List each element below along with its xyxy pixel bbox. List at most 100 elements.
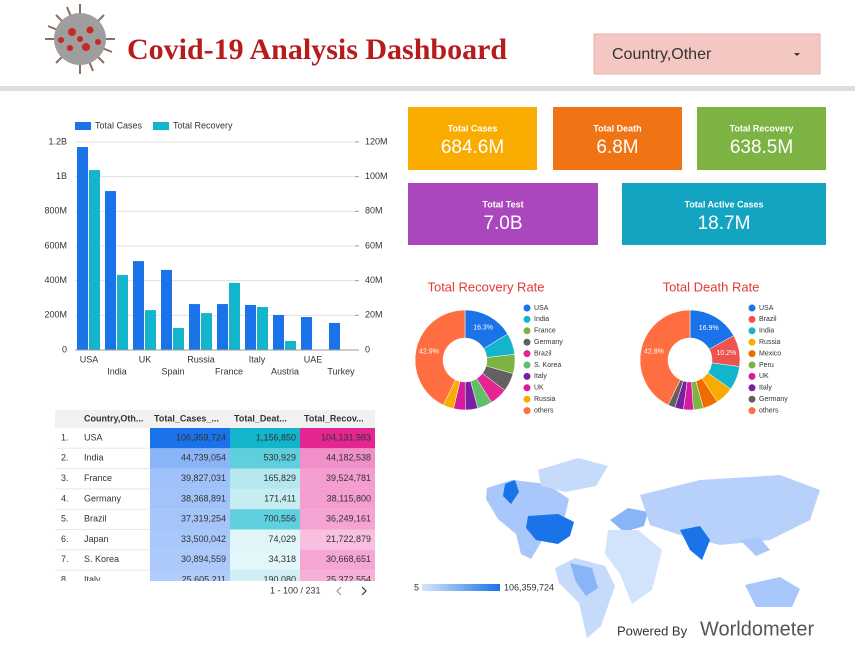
legend-swatch — [748, 304, 756, 312]
legend-swatch — [748, 338, 756, 346]
x-tick-label: India — [107, 366, 127, 376]
next-page[interactable] — [361, 586, 367, 596]
bar — [217, 304, 228, 350]
cell-text: 36,249,161 — [326, 514, 371, 524]
legend-label: Brazil — [534, 350, 552, 357]
brand: Worldometer — [700, 618, 814, 640]
scorecard-label: Total Cases — [448, 123, 498, 133]
table-cell — [230, 549, 300, 571]
legend-swatch — [523, 372, 531, 380]
cell-text: 38,115,800 — [327, 493, 371, 503]
pie-slice — [639, 309, 691, 406]
bar — [161, 269, 172, 350]
legend-swatch — [748, 315, 756, 323]
legend-label: Total Recovery — [173, 120, 233, 130]
country-filter[interactable]: Country,Other — [593, 33, 821, 75]
legend-label: others — [759, 407, 779, 414]
legend-label: USA — [759, 305, 774, 312]
legend-label: France — [534, 328, 556, 335]
scorecard-value: 6.8M — [596, 137, 638, 158]
legend-swatch — [523, 338, 531, 346]
bar — [117, 274, 128, 350]
cell-text: USA — [84, 432, 103, 442]
cell-text: 530,929 — [263, 453, 296, 463]
legend-label: Russia — [534, 396, 556, 403]
table-cell — [300, 448, 375, 469]
legend-swatch — [748, 350, 756, 358]
x-tick-label: Austria — [271, 366, 299, 376]
cell-text: 1. — [61, 432, 69, 442]
table-cell — [300, 488, 375, 510]
legend-label: India — [759, 328, 774, 335]
legend-swatch — [523, 407, 531, 415]
dropdown-arrow[interactable] — [794, 53, 800, 56]
cell-text: Japan — [84, 534, 109, 544]
legend-swatch — [748, 327, 756, 335]
cell-text: 4. — [61, 493, 69, 503]
slice-label: 42.8% — [644, 349, 664, 356]
table-cell — [150, 549, 230, 571]
cell-text: 25,372,554 — [326, 574, 371, 584]
scorecard — [408, 107, 537, 170]
cell-text: 39,827,031 — [181, 473, 226, 483]
cell-text: 21,722,879 — [326, 534, 371, 544]
table-cell — [230, 570, 300, 581]
legend-swatch — [153, 122, 169, 130]
cell-text: 33,500,042 — [181, 534, 226, 544]
scorecard-label: Total Active Cases — [684, 199, 763, 209]
x-tick-label: Italy — [249, 354, 266, 364]
prev-page[interactable] — [336, 586, 342, 596]
scorecard — [622, 183, 826, 245]
scorecard-value: 638.5M — [730, 137, 793, 158]
scorecard-value: 18.7M — [698, 213, 751, 234]
bar — [301, 317, 312, 350]
bar — [173, 327, 184, 350]
slice-label: 10.2% — [716, 350, 736, 357]
table-cell — [300, 428, 375, 449]
scorecard — [553, 107, 682, 170]
virus-icon — [45, 4, 115, 74]
filter-box[interactable] — [593, 33, 821, 75]
pagination: 1 - 100 / 231 — [270, 585, 321, 595]
legend-swatch — [523, 350, 531, 358]
legend-swatch — [523, 395, 531, 403]
y-tick-label: 1B — [56, 171, 67, 181]
powered-by: Powered By — [617, 623, 688, 638]
legend-swatch — [523, 384, 531, 392]
slice-label: 16.3% — [473, 325, 493, 332]
y-tick-label: 0 — [62, 344, 67, 354]
cell-text: 30,894,559 — [181, 554, 226, 564]
y-tick-label: 200M — [44, 310, 67, 320]
x-tick-label: France — [215, 366, 243, 376]
legend-swatch — [748, 372, 756, 380]
legend-label: S. Korea — [534, 362, 561, 369]
cell-text: 165,829 — [263, 473, 296, 483]
bar — [245, 304, 256, 350]
table-body: 1. USA 106,359,724 1,156,850 104,131,983 2. In… — [55, 428, 375, 584]
column-header: Total_Deat... — [234, 413, 287, 423]
scorecard-value: 684.6M — [441, 137, 504, 158]
legend-label: India — [534, 316, 549, 323]
x-tick-label: Russia — [187, 354, 215, 364]
cell-text: 2. — [61, 453, 69, 463]
dashboard-title: Covid-19 Analysis Dashboard — [127, 33, 507, 66]
cell-text: S. Korea — [84, 554, 119, 564]
pie-title: Total Death Rate — [663, 279, 760, 294]
x-tick-label: UK — [139, 354, 152, 364]
cell-text: 171,411 — [264, 493, 296, 503]
legend-swatch — [748, 361, 756, 369]
y2-tick-label: 0 — [365, 344, 370, 354]
slice-label: 42.9% — [419, 349, 439, 356]
bar — [105, 191, 116, 350]
legend-label: Italy — [759, 385, 772, 392]
cell-text: 34,318 — [268, 554, 296, 564]
filter-label[interactable]: Country,Other — [612, 46, 712, 63]
table-cell — [230, 428, 300, 449]
bar — [77, 147, 88, 350]
y-tick-label: 600M — [44, 240, 67, 250]
legend-label: Brazil — [759, 316, 777, 323]
cell-text: 1,156,850 — [256, 432, 296, 442]
x-tick-label: Turkey — [327, 366, 355, 376]
cell-text: 6. — [61, 534, 69, 544]
legend-swatch — [523, 327, 531, 335]
